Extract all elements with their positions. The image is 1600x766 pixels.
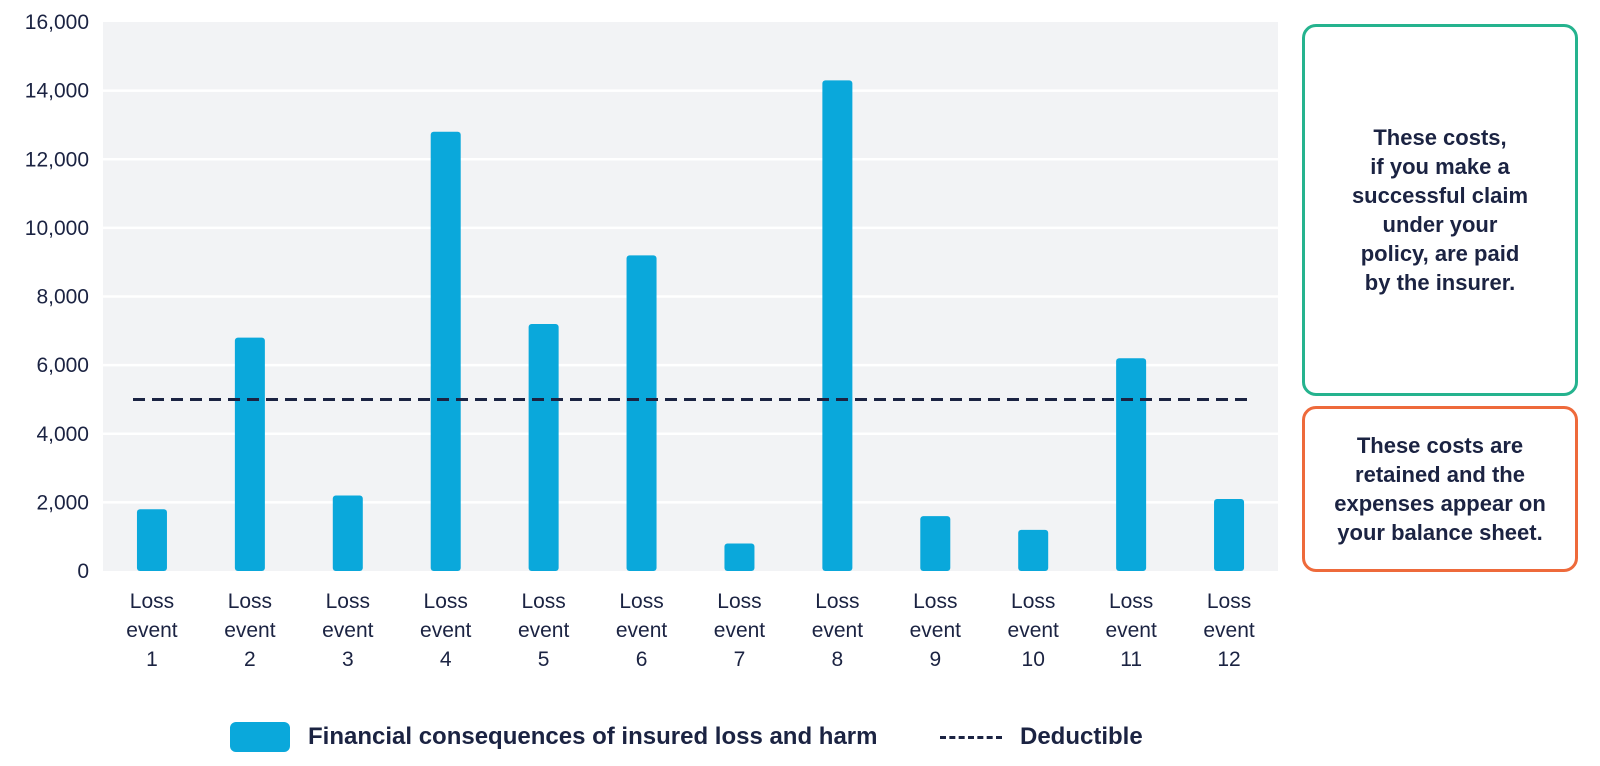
x-tick-label: Loss event 8 xyxy=(812,590,864,671)
legend-item-deductible: Deductible xyxy=(940,720,1143,754)
x-tick-label: Loss event 1 xyxy=(126,590,178,671)
bar xyxy=(626,255,657,571)
x-tick-label: Loss event 9 xyxy=(910,590,962,671)
legend-deductible-label: Deductible xyxy=(1020,723,1143,750)
x-tick-label: Loss event 12 xyxy=(1203,590,1255,671)
retained-costs-annotation: These costs are retained and the expense… xyxy=(1302,406,1578,572)
x-tick-label: Loss event 4 xyxy=(420,590,472,671)
bar xyxy=(234,337,265,571)
bar xyxy=(136,509,167,571)
x-tick-label: Loss event 7 xyxy=(714,590,766,671)
bar xyxy=(430,131,461,572)
legend-bars-label: Financial consequences of insured loss a… xyxy=(308,723,878,750)
bar-chart: 0 2,000 4,000 6,000 8,000 10,000 12,000 14,000 1… xyxy=(25,11,1278,671)
insurer-paid-text: These costs, if you make a successful cl… xyxy=(1351,125,1529,295)
bar xyxy=(1214,498,1245,571)
bar xyxy=(724,543,755,571)
y-tick-label: 10,000 xyxy=(25,217,89,240)
x-tick-label: Loss event 3 xyxy=(322,590,374,671)
x-tick-label: Loss event 2 xyxy=(224,590,276,671)
x-tick-label: Loss event 6 xyxy=(616,590,668,671)
legend-bar-swatch xyxy=(230,722,290,752)
x-tick-label: Loss event 5 xyxy=(518,590,570,671)
bar xyxy=(332,495,363,571)
legend-item-bars: Financial consequences of insured loss a… xyxy=(230,720,877,754)
bar xyxy=(1116,358,1147,571)
legend-dash-swatch xyxy=(940,735,1002,739)
y-tick-label: 12,000 xyxy=(25,148,89,171)
y-tick-label: 2,000 xyxy=(36,491,89,514)
y-tick-label: 4,000 xyxy=(36,423,89,446)
y-tick-label: 6,000 xyxy=(36,354,89,377)
y-tick-label: 8,000 xyxy=(36,286,89,309)
bar xyxy=(920,516,951,571)
y-tick-label: 14,000 xyxy=(25,80,89,103)
y-tick-label: 0 xyxy=(77,560,89,583)
insurer-paid-annotation: These costs, if you make a successful cl… xyxy=(1302,24,1578,396)
retained-costs-text: These costs are retained and the expense… xyxy=(1334,433,1546,545)
bar xyxy=(528,323,559,571)
y-tick-label: 16,000 xyxy=(25,11,89,34)
x-tick-label: Loss event 10 xyxy=(1008,590,1060,671)
bar xyxy=(1018,529,1049,571)
bar xyxy=(822,80,853,572)
x-tick-label: Loss event 11 xyxy=(1105,590,1157,671)
